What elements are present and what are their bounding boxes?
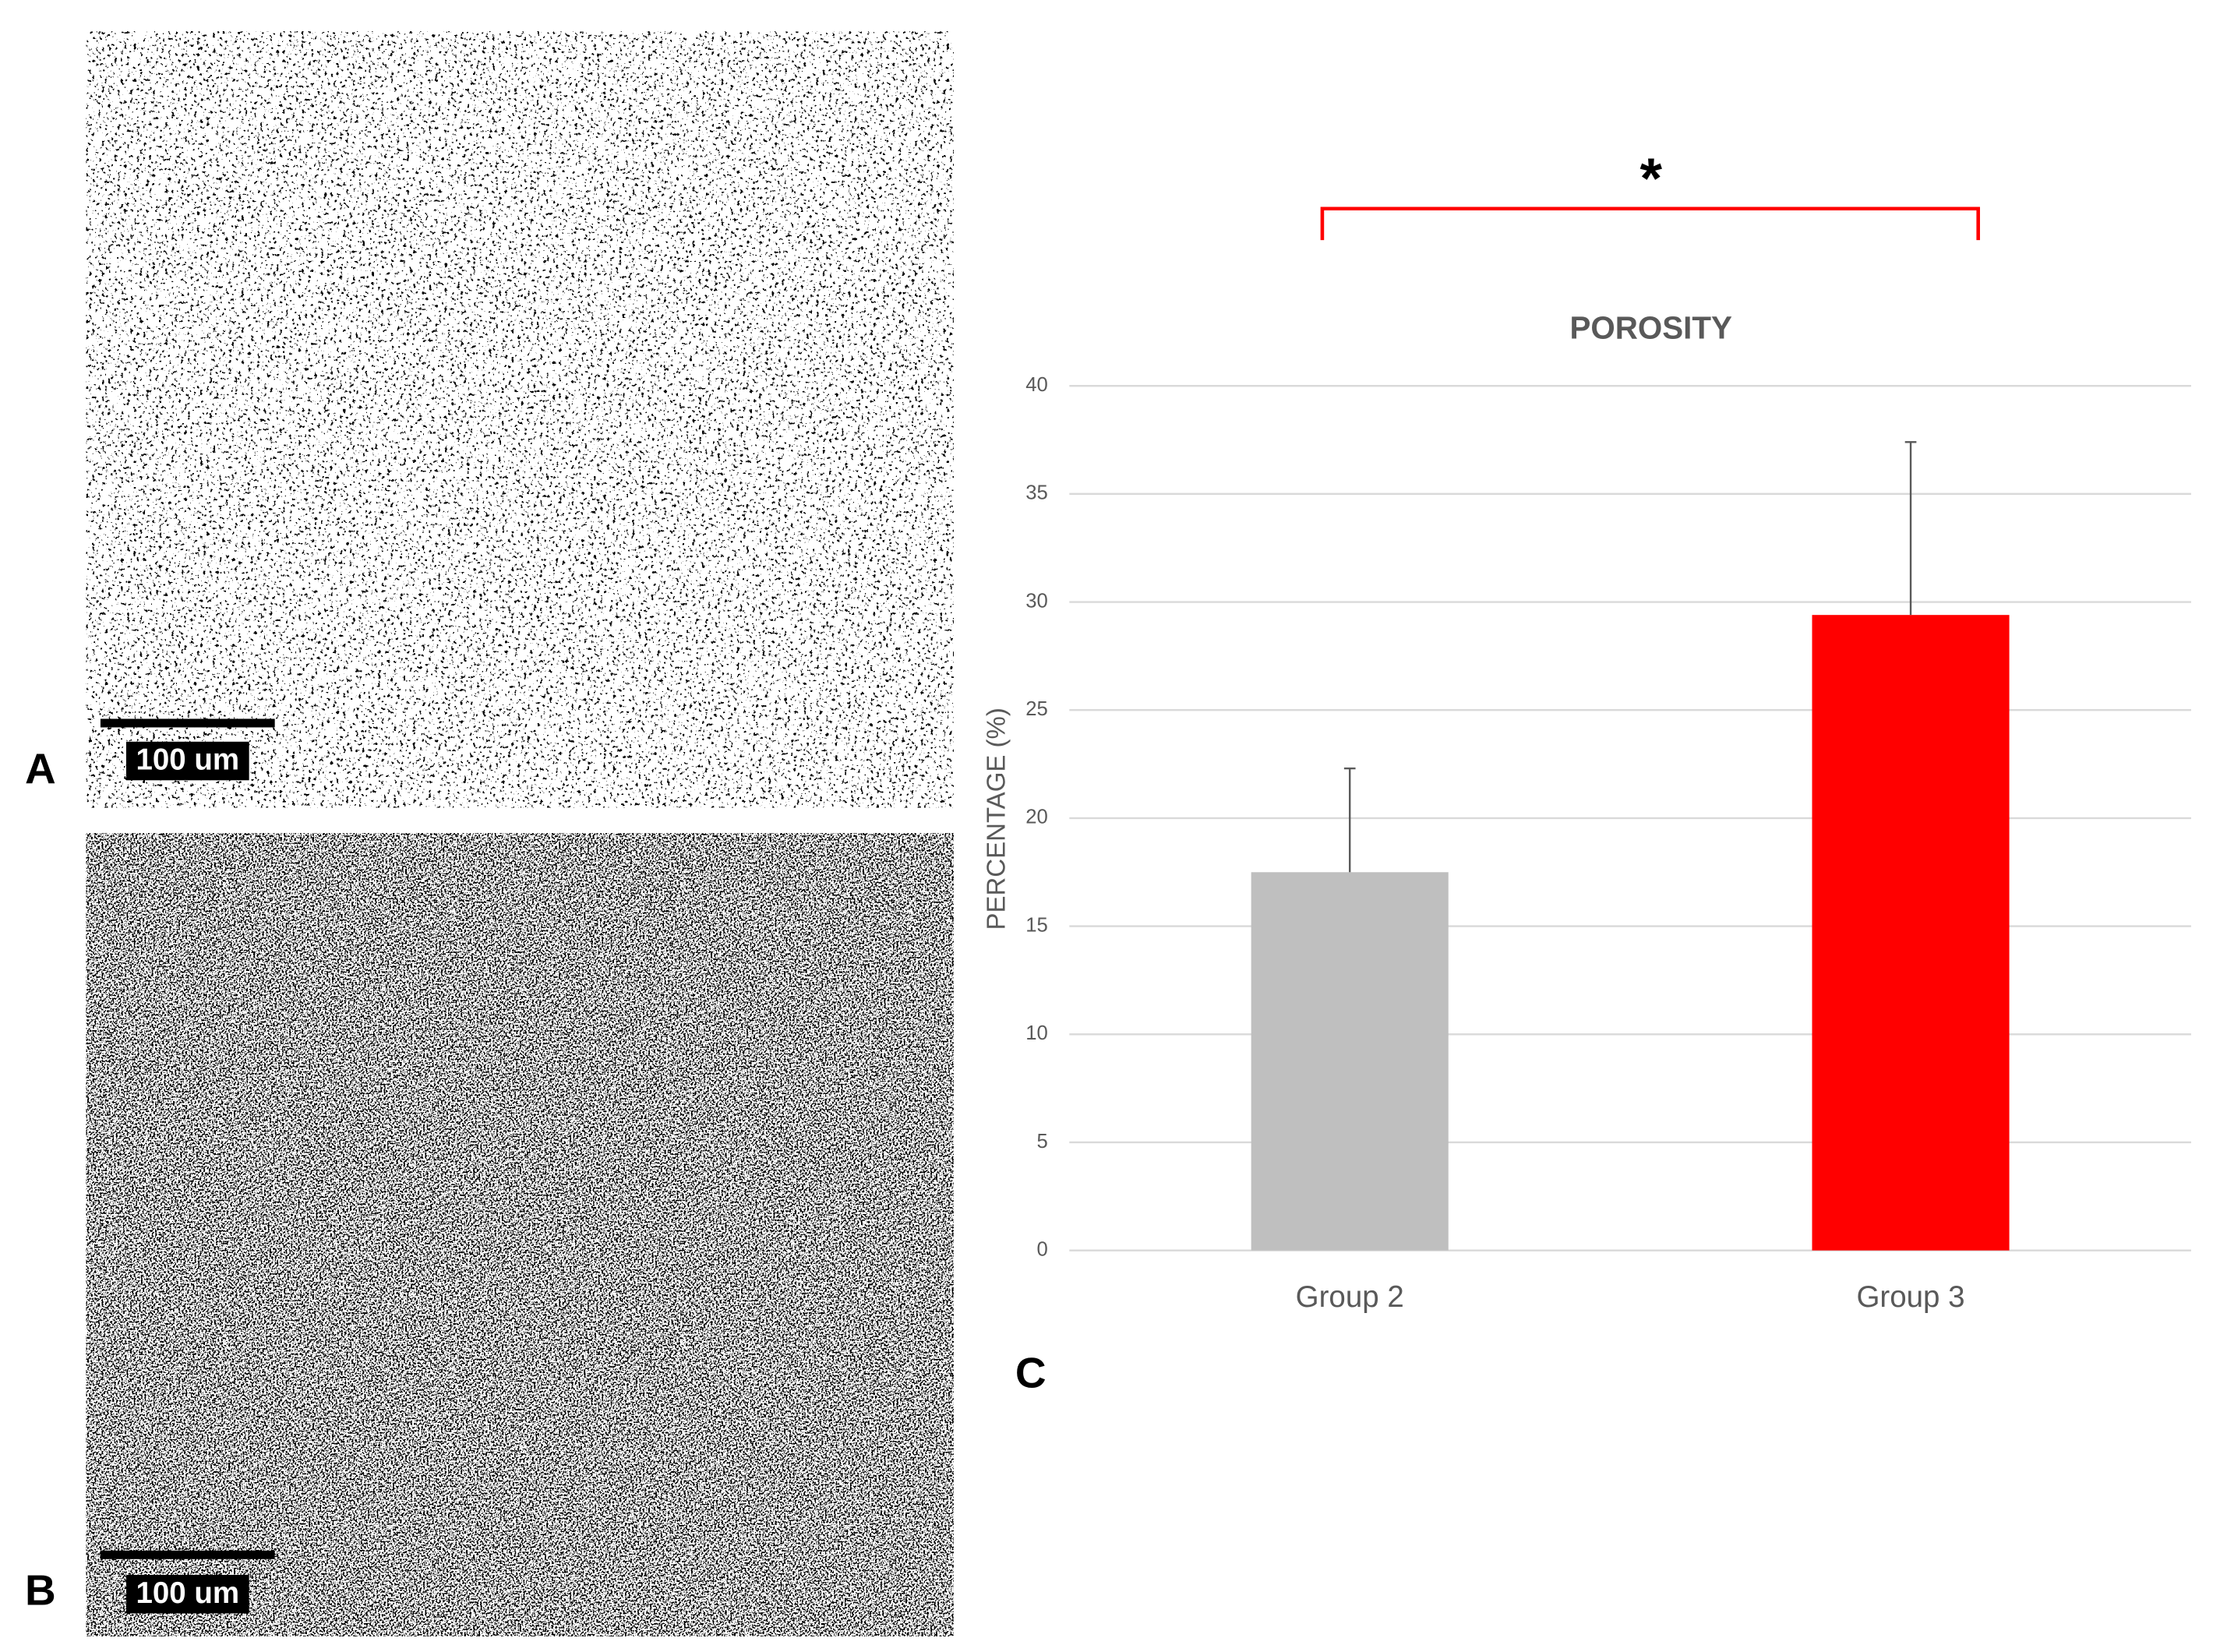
y-tick-label: 40	[1025, 374, 1048, 396]
micrograph-b-texture	[86, 833, 954, 1636]
chart-title: POROSITY	[1570, 309, 1732, 345]
panel-label: A	[25, 744, 56, 792]
scale-bar	[100, 718, 275, 728]
bar	[1251, 872, 1449, 1251]
y-tick-label: 5	[1037, 1131, 1048, 1153]
scale-bar-label: 100 um	[136, 743, 239, 777]
y-axis-label: PERCENTAGE (%)	[981, 708, 1010, 930]
significance-marker: *	[1639, 146, 1662, 210]
scale-bar	[100, 1550, 275, 1559]
x-tick-label: Group 3	[1856, 1280, 1964, 1314]
y-tick-label: 15	[1025, 914, 1048, 936]
y-tick-label: 10	[1025, 1022, 1048, 1044]
x-tick-label: Group 2	[1296, 1280, 1404, 1314]
significance-bracket	[1320, 206, 1980, 241]
y-tick-label: 20	[1025, 807, 1048, 828]
micrograph-a-texture	[86, 31, 954, 808]
panel-label: B	[25, 1566, 56, 1614]
y-tick-label: 25	[1025, 698, 1048, 720]
bar	[1812, 615, 2010, 1251]
scale-bar-label: 100 um	[136, 1576, 239, 1610]
y-tick-label: 0	[1037, 1238, 1048, 1260]
panel-label: C	[1015, 1349, 1046, 1397]
scale-bar-box	[125, 741, 249, 781]
y-tick-label: 35	[1025, 482, 1048, 504]
scale-bar-box	[125, 1574, 249, 1614]
y-tick-label: 30	[1025, 590, 1048, 612]
